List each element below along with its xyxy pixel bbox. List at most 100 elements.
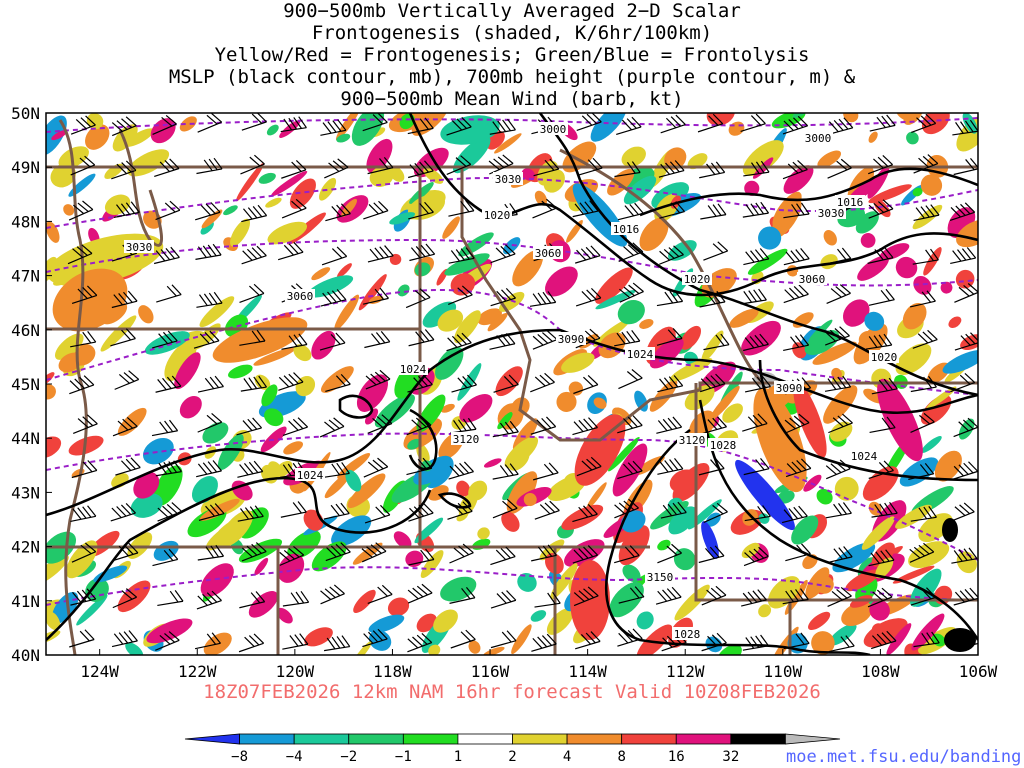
wind-barb (277, 242, 304, 261)
wind-barb (111, 290, 138, 309)
frontogenesis-cell (940, 281, 953, 294)
wind-barb (952, 461, 978, 480)
wind-barb (572, 200, 599, 218)
frontogenesis-cell (125, 642, 144, 655)
frontogenesis-cell (46, 384, 56, 400)
frontogenesis-cell (875, 557, 894, 579)
wind-barb (363, 200, 389, 220)
border-line (765, 598, 792, 655)
wind-barb (70, 505, 97, 523)
wind-barb (196, 460, 222, 478)
wind-barb (241, 204, 268, 223)
wind-barb (71, 285, 98, 305)
wind-barb (492, 420, 519, 438)
frontogenesis-cell (205, 520, 244, 551)
frontogenesis-cell (744, 180, 760, 196)
mslp-contour (758, 359, 978, 482)
frontogenesis-cell (397, 284, 410, 297)
frontogenesis-cell (590, 113, 627, 142)
wind-barb (912, 329, 938, 349)
frontogenesis-cell (895, 256, 918, 279)
wind-barb (323, 502, 350, 520)
wind-barb (448, 247, 475, 264)
wind-barb (237, 505, 264, 522)
frontogenesis-cell (347, 473, 386, 509)
wind-barb (868, 155, 894, 175)
mslp-contour (639, 167, 978, 217)
frontogenesis-cell (334, 294, 360, 331)
wind-barb (152, 330, 178, 349)
frontogenesis-cell (200, 563, 234, 597)
frontogenesis-cell (955, 269, 975, 289)
wind-barb (575, 631, 601, 650)
frontogenesis-cell (393, 531, 412, 549)
wind-barb (949, 502, 975, 523)
frontogenesis-cell (456, 480, 470, 497)
wind-barb (782, 159, 808, 180)
wind-barb (575, 287, 602, 307)
colorbar-label: 4 (563, 749, 571, 765)
credit-link[interactable]: moe.met.fsu.edu/banding (786, 747, 1022, 767)
mslp-label: 1024 (297, 469, 324, 482)
frontogenesis-cell (387, 597, 410, 617)
frontogenesis-cell (46, 611, 61, 631)
wind-barb (408, 201, 434, 220)
mslp-label: 1020 (871, 351, 898, 364)
frontogenesis-cell (842, 299, 870, 327)
wind-barb (490, 546, 516, 566)
frontogenesis-cell (811, 631, 835, 655)
wind-barb (447, 501, 473, 520)
frontogenesis-cell (104, 163, 124, 180)
frontogenesis-cell (903, 113, 923, 125)
frontogenesis-cell (146, 618, 193, 644)
frontogenesis-cell (230, 218, 251, 247)
height-label-bg (803, 131, 833, 144)
frontogenesis-cell (422, 301, 457, 328)
wind-barb (614, 545, 640, 564)
frontogenesis-cell (902, 302, 927, 330)
wind-barb (783, 248, 810, 266)
wind-barb (67, 244, 93, 265)
wind-barb (155, 460, 182, 477)
wind-barb (744, 375, 771, 393)
wind-barb (238, 633, 265, 653)
wind-barb (451, 374, 477, 393)
wind-barb (954, 283, 978, 303)
height-label: 3150 (647, 571, 674, 584)
frontogenesis-cell (311, 330, 336, 360)
wind-barb (407, 583, 433, 604)
frontogenesis-cell (435, 346, 464, 380)
frontogenesis-cell (279, 120, 301, 138)
wind-barb (281, 333, 308, 350)
frontogenesis-cell (483, 646, 505, 655)
lon-label: 118W (373, 662, 412, 681)
wind-barb (364, 331, 391, 349)
wind-barb (742, 201, 770, 218)
lon-label: 106W (959, 662, 998, 681)
wind-barb (744, 505, 771, 522)
frontogenesis-cell (100, 315, 137, 352)
frontogenesis-cell (66, 540, 98, 579)
wind-barb (154, 158, 180, 178)
frontogenesis-cell (337, 263, 352, 278)
wind-barb (703, 241, 729, 261)
wind-barb (701, 416, 727, 435)
wind-barb (446, 116, 472, 136)
wind-barb (112, 416, 138, 437)
frontogenesis-cell (86, 113, 104, 130)
wind-barb (867, 587, 893, 608)
frontogenesis-cell (650, 500, 689, 530)
wind-barb (913, 204, 940, 222)
frontogenesis-cell (142, 437, 174, 465)
state-borders (46, 119, 978, 655)
frontogenesis-cell (758, 513, 770, 524)
wind-barb (151, 419, 179, 437)
frontogenesis-cell (337, 453, 371, 479)
frontogenesis-cell (457, 363, 482, 401)
wind-barb (913, 154, 939, 174)
wind-barb (785, 543, 811, 562)
mslp-label-bg (682, 272, 712, 285)
frontogenesis-cell (389, 253, 402, 266)
frontogenesis-cell (345, 469, 362, 492)
